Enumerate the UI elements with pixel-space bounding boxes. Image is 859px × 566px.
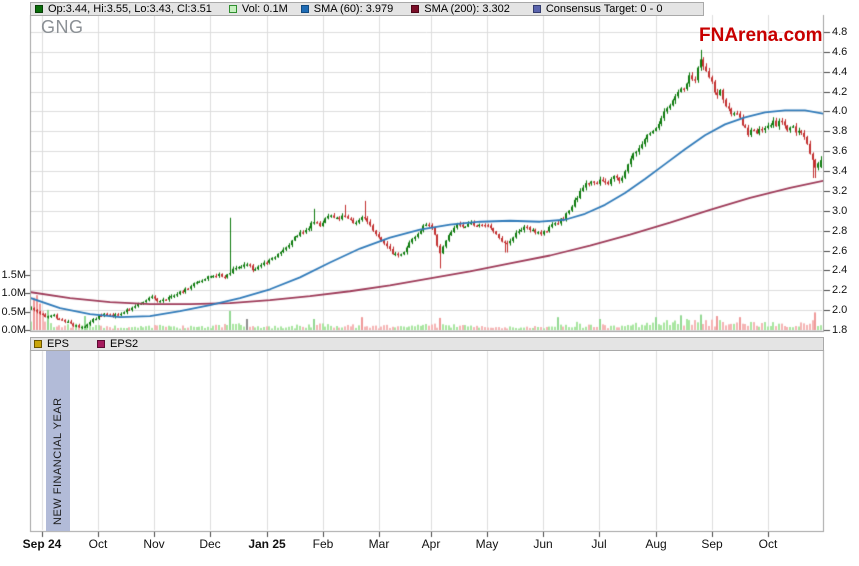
legend-item-ohlc: Op:3.44, Hi:3.55, Lo:3.43, Cl:3.51: [35, 3, 212, 15]
price-axis-label: 4.4: [832, 65, 848, 78]
price-axis-label: 3.0: [832, 204, 848, 217]
legend-item-sma60: SMA (60): 3.979: [300, 3, 394, 15]
new-financial-year-band: NEW FINANCIAL YEAR: [46, 351, 70, 531]
price-axis-label: 3.2: [832, 184, 848, 197]
volume-axis-label: 0.5M: [1, 305, 26, 318]
month-axis-label: May: [475, 537, 499, 551]
volume-swatch-icon: [228, 5, 237, 13]
price-axis-label: 2.6: [832, 244, 848, 257]
sma200-swatch-icon: [411, 5, 420, 13]
eps-swatch-icon: [34, 340, 42, 348]
candle-swatch-icon: [35, 5, 43, 13]
month-axis-label: Oct: [88, 537, 108, 551]
fnarena-watermark-link[interactable]: FNArena.com: [699, 25, 823, 46]
month-axis-label: Jun: [533, 537, 553, 551]
legend-item-sma200: SMA (200): 3.302: [411, 3, 510, 15]
volume-axis-label: 0.0M: [1, 324, 26, 336]
price-axis-label: 4.8: [832, 26, 848, 38]
legend-item-eps2: EPS2: [97, 338, 138, 350]
month-axis-label: Aug: [645, 537, 667, 551]
price-legend-bar: Op:3.44, Hi:3.55, Lo:3.43, Cl:3.51 Vol: …: [30, 2, 704, 16]
eps2-swatch-icon: [97, 340, 106, 348]
month-axis-label: Jul: [591, 537, 607, 551]
price-axis-label: 1.8: [832, 324, 848, 336]
price-axis-label: 3.4: [832, 165, 848, 178]
price-axis-label: 4.0: [832, 105, 848, 118]
eps-legend-label: EPS: [47, 338, 70, 350]
volume-legend-label: Vol: 0.1M: [241, 3, 288, 15]
price-axis-label: 2.2: [832, 284, 848, 297]
legend-item-consensus-target: Consensus Target: 0 - 0: [532, 3, 663, 15]
price-axis-label: 2.0: [832, 304, 848, 317]
legend-item-volume: Vol: 0.1M: [228, 3, 288, 15]
price-axis-label: 2.8: [832, 224, 848, 237]
new-financial-year-label: NEW FINANCIAL YEAR: [52, 397, 64, 525]
eps2-legend-label: EPS2: [110, 338, 139, 350]
month-axis-label: Jan 25: [248, 537, 286, 551]
volume-axis-label: 1.5M: [1, 269, 26, 281]
ohlc-legend-label: Op:3.44, Hi:3.55, Lo:3.43, Cl:3.51: [48, 3, 212, 15]
month-axis-label: Sep 24: [22, 537, 62, 551]
month-axis-label: Oct: [758, 537, 778, 551]
ticker-symbol-label: GNG: [41, 17, 84, 37]
price-axis-label: 3.6: [832, 145, 848, 158]
price-axis-label: 4.6: [832, 45, 848, 58]
volume-axis-label: 1.0M: [1, 287, 26, 300]
month-axis-label: Feb: [312, 537, 334, 551]
month-axis-label: Sep: [701, 537, 723, 551]
eps-legend-bar: EPS EPS2: [30, 337, 824, 351]
price-axis-label: 4.2: [832, 85, 848, 98]
consensus-target-legend-label: Consensus Target: 0 - 0: [545, 3, 663, 15]
consensus-target-swatch-icon: [532, 5, 541, 13]
legend-item-eps: EPS: [34, 338, 69, 350]
sma60-swatch-icon: [300, 5, 309, 13]
sma200-legend-label: SMA (200): 3.302: [424, 3, 510, 15]
month-axis-label: Apr: [421, 537, 441, 551]
price-axis-label: 2.4: [832, 264, 848, 277]
month-axis-label: Mar: [368, 537, 390, 551]
month-axis-label: Nov: [143, 537, 165, 551]
month-axis-label: Dec: [199, 537, 221, 551]
price-axis-label: 3.8: [832, 125, 848, 138]
sma60-legend-label: SMA (60): 3.979: [313, 3, 394, 15]
